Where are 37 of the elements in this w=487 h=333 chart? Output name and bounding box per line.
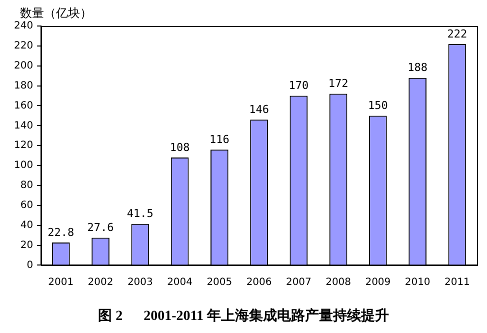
- x-tick-label: 2002: [88, 276, 114, 288]
- x-tick-label: 2003: [127, 276, 153, 288]
- y-tick-label: 20: [20, 240, 34, 251]
- y-axis-title: 数量（亿块）: [20, 6, 92, 20]
- data-label: 188: [408, 61, 428, 74]
- data-label: 22.8: [48, 226, 74, 239]
- data-label: 27.6: [87, 221, 114, 234]
- y-tick-label: 60: [20, 200, 34, 211]
- data-label: 172: [328, 77, 348, 90]
- y-tick-label: 140: [14, 120, 34, 132]
- data-label: 108: [170, 140, 190, 154]
- y-tick-label: 220: [14, 40, 34, 52]
- x-tick-label: 2005: [206, 276, 232, 288]
- x-tick-label: 2007: [286, 276, 312, 288]
- y-tick-label: 180: [14, 80, 34, 92]
- y-tick-label: 240: [14, 20, 34, 32]
- data-label: 116: [209, 132, 230, 146]
- x-tick-label: 2010: [404, 276, 430, 288]
- y-tick-label: 80: [20, 180, 34, 192]
- data-label: 146: [249, 103, 269, 116]
- text: 图 2 2001-2011 年上海集成电路产量持续提升: [98, 307, 389, 324]
- data-label: 222: [447, 27, 468, 40]
- x-tick-label: 2011: [444, 276, 470, 288]
- y-tick-label: 0: [26, 260, 34, 271]
- x-tick-label: 2004: [167, 276, 193, 288]
- data-label: 41.5: [126, 207, 154, 220]
- x-tick-label: 2009: [365, 276, 391, 288]
- y-tick-label: 200: [14, 60, 34, 72]
- data-label: 150: [368, 99, 388, 112]
- y-tick-label: 160: [14, 100, 34, 112]
- x-tick-label: 2008: [326, 276, 352, 288]
- y-tick-label: 100: [14, 160, 34, 172]
- y-tick-label: 120: [14, 140, 34, 152]
- data-label: 170: [288, 79, 309, 92]
- x-tick-label: 2006: [246, 276, 272, 288]
- x-tick-label: 2001: [48, 276, 74, 288]
- y-tick-label: 40: [20, 220, 34, 231]
